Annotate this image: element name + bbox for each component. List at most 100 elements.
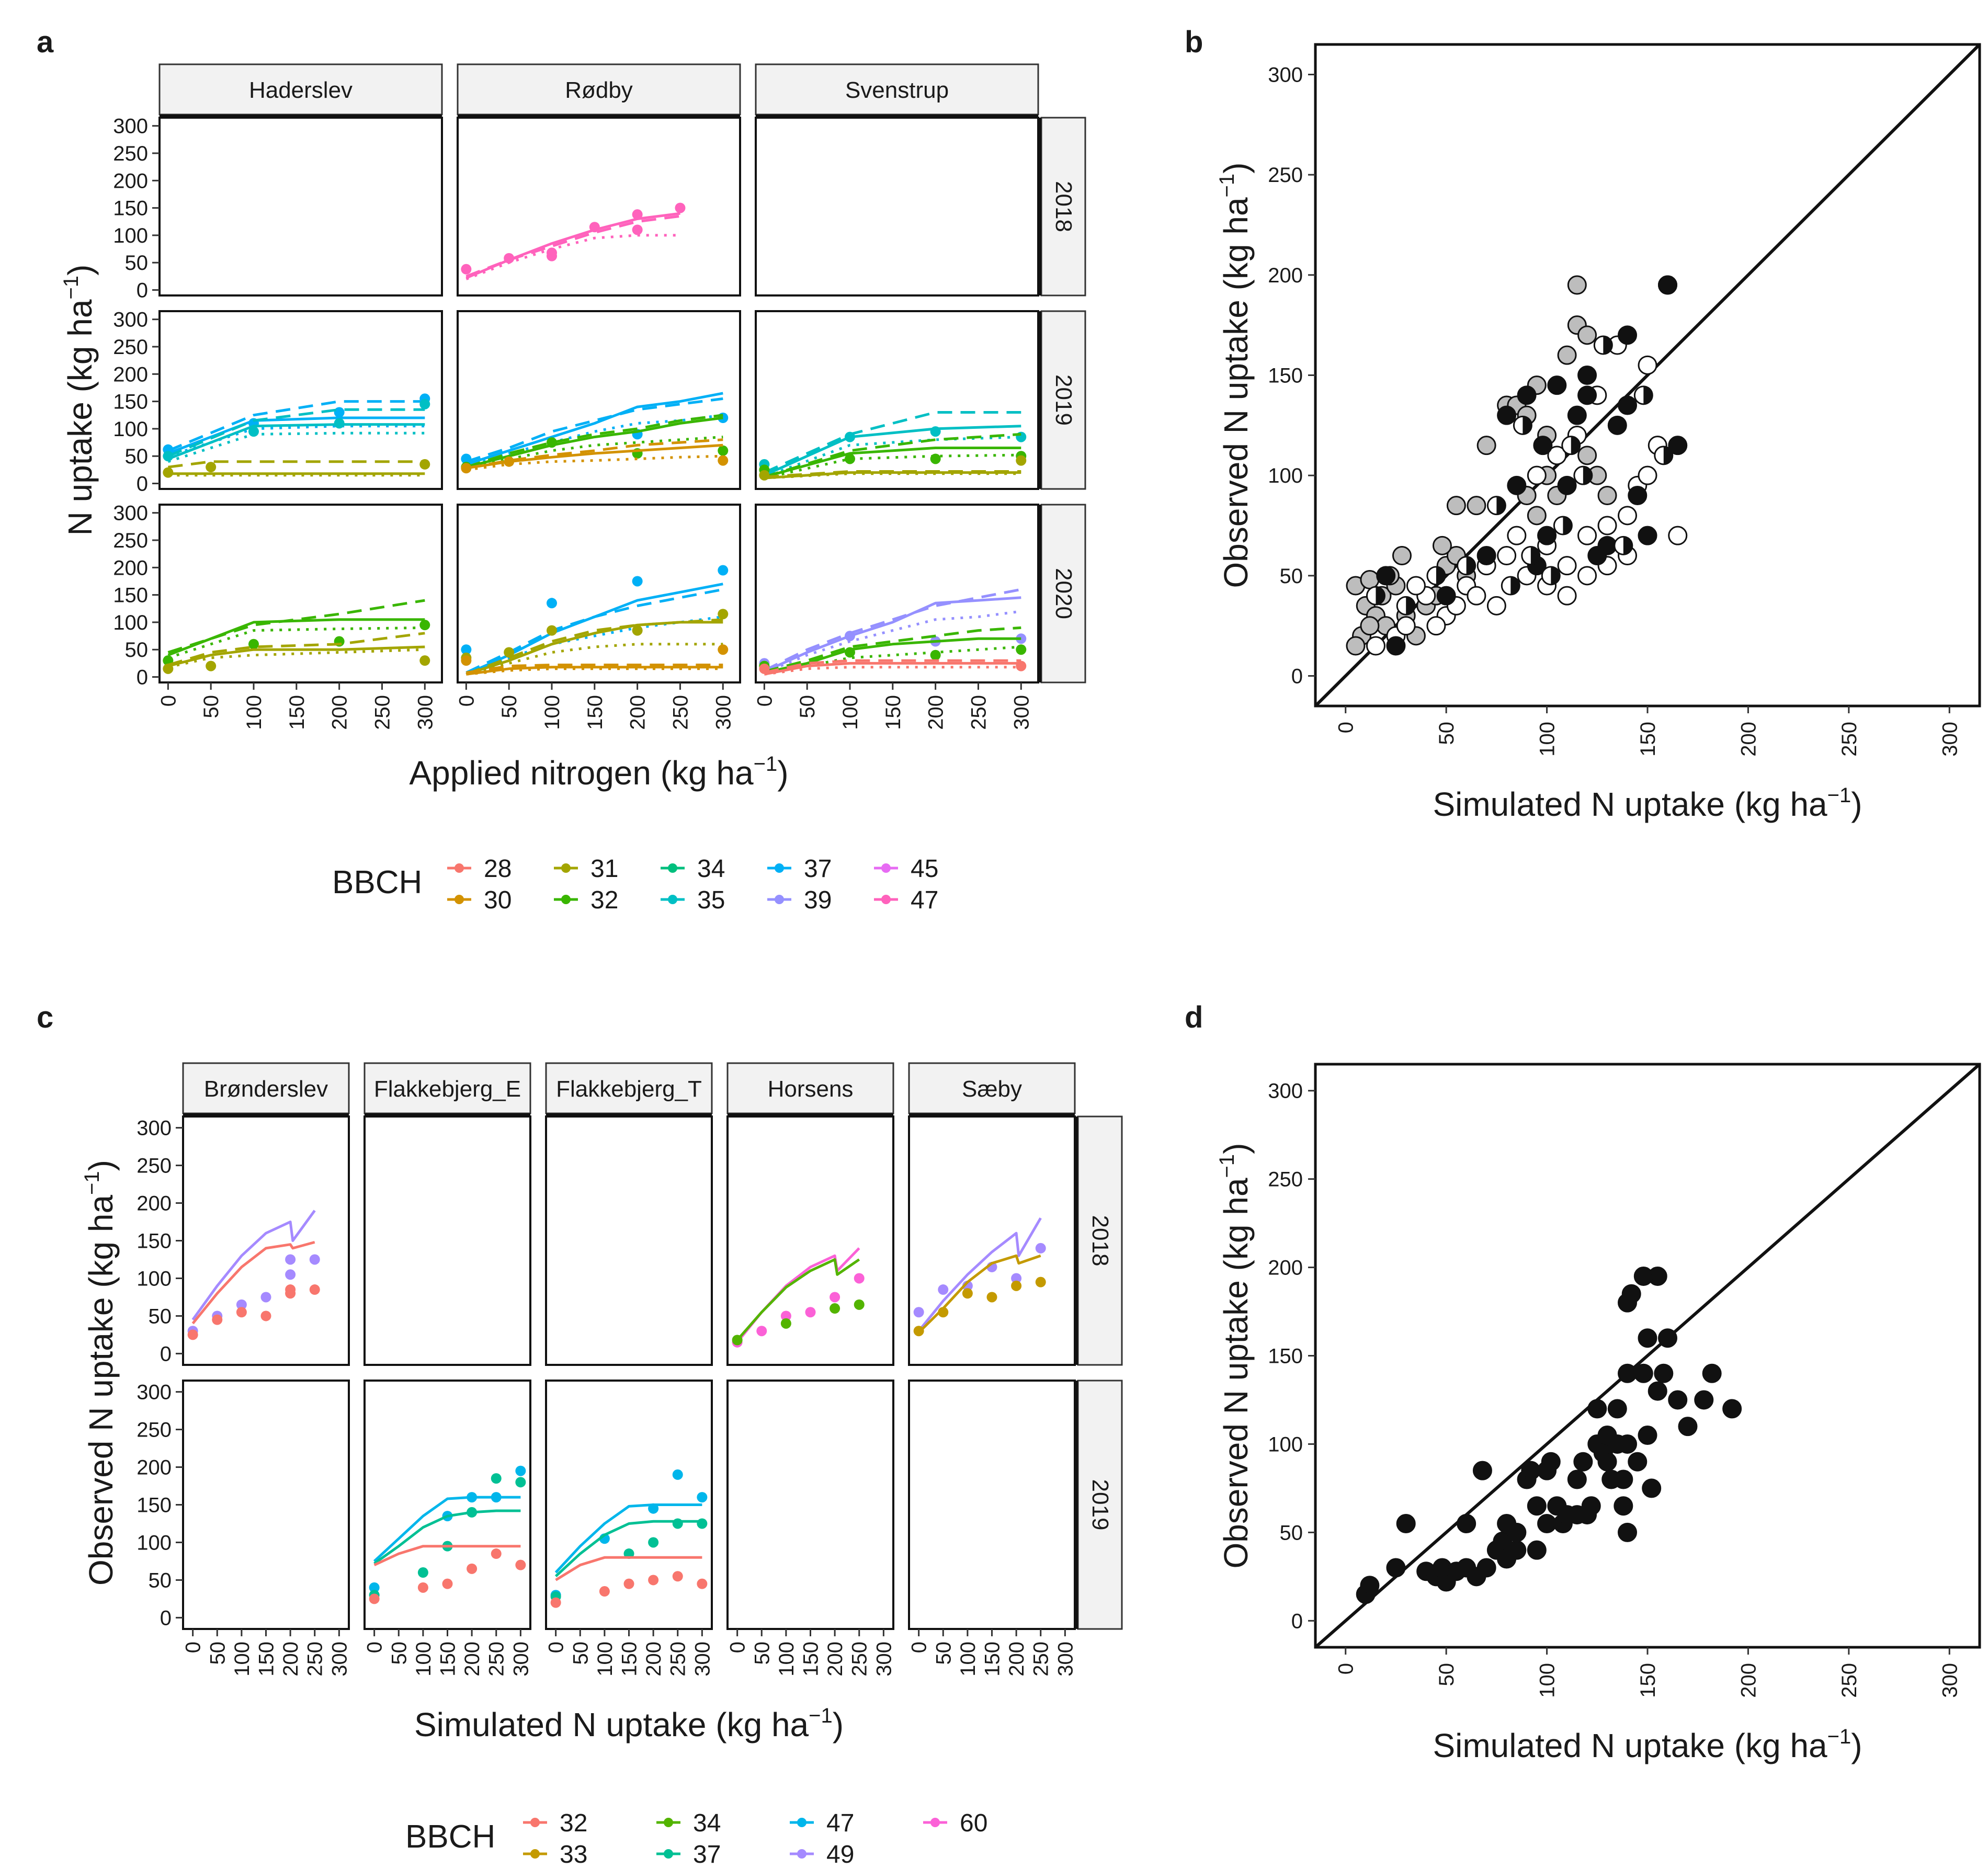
x-tick-label: 50 <box>206 1642 229 1665</box>
data-point <box>1597 1452 1617 1472</box>
y-tick-label: 150 <box>113 584 148 607</box>
facet-panel <box>726 1115 894 1366</box>
data-point <box>913 1307 924 1318</box>
facet-strip-label: Haderslev <box>249 77 353 103</box>
data-point <box>845 431 855 442</box>
data-point <box>780 1310 791 1321</box>
y-tick-label: 200 <box>1268 264 1303 287</box>
data-point <box>732 1335 743 1346</box>
data-point-half <box>1563 517 1572 534</box>
data-point-half <box>1510 577 1520 595</box>
facet-strip-label: Sæby <box>962 1076 1022 1102</box>
data-point <box>805 1307 816 1318</box>
data-point <box>1577 446 1597 465</box>
x-tick-label: 250 <box>371 695 394 730</box>
series-line-dashed <box>465 438 723 470</box>
data-point <box>1016 660 1027 671</box>
data-point-half <box>1603 336 1612 354</box>
panel-d: 0 50 100 150 200 250 300 0 50 100 150 200 250 300 Simu… <box>1185 1000 1981 1764</box>
data-point <box>1521 1461 1541 1480</box>
data-point <box>1392 546 1412 565</box>
legend-label: 49 <box>826 1841 854 1868</box>
y-tick-label: 250 <box>1268 1168 1303 1191</box>
data-point <box>1432 535 1452 555</box>
x-tick-label: 200 <box>1737 1663 1760 1698</box>
y-tick-label: 300 <box>113 309 148 332</box>
legend-key-point <box>561 895 571 904</box>
data-point <box>515 1465 526 1476</box>
data-point <box>547 598 557 609</box>
data-point <box>1577 366 1597 385</box>
data-point <box>163 451 174 462</box>
data-point <box>1638 465 1657 485</box>
data-point <box>1537 1513 1557 1533</box>
y-tick-label: 150 <box>137 1494 172 1517</box>
data-point <box>1467 496 1486 516</box>
x-axis-title-exponent: −1 <box>754 753 778 776</box>
y-tick-label: 0 <box>137 279 148 302</box>
data-point <box>1446 496 1466 516</box>
x-tick-label: 200 <box>279 1642 302 1677</box>
data-point <box>1497 405 1517 425</box>
facet-panel <box>158 117 443 297</box>
x-tick-label: 200 <box>925 695 948 730</box>
facet-strip-rule <box>1038 118 1041 295</box>
legend-label: 34 <box>693 1809 721 1837</box>
data-point <box>780 1318 791 1329</box>
facet-strip-label: 2019 <box>1051 374 1076 426</box>
facet-strip-label: 2018 <box>1087 1215 1113 1267</box>
data-point <box>1628 486 1648 505</box>
data-point <box>1527 1496 1547 1516</box>
facet-panel <box>545 1115 713 1366</box>
data-point <box>1587 1399 1607 1419</box>
data-point <box>1618 395 1638 415</box>
x-tick-label: 250 <box>667 1642 690 1677</box>
data-point <box>697 1492 708 1503</box>
legend-label: 31 <box>590 855 618 883</box>
legend-label: 32 <box>560 1809 587 1837</box>
data-point <box>648 1575 659 1586</box>
series-line-solid <box>555 1556 702 1581</box>
legend-key-point <box>530 1849 540 1859</box>
series-line-solid <box>191 1240 315 1325</box>
y-tick-label: 250 <box>1268 164 1303 187</box>
data-point <box>1541 1452 1561 1472</box>
y-tick-label: 200 <box>1268 1257 1303 1280</box>
y-tick-label: 50 <box>125 445 149 468</box>
data-point <box>491 1548 502 1559</box>
y-axis-title-close: ) <box>61 265 99 276</box>
data-point <box>550 1597 561 1608</box>
data-point <box>1638 355 1657 375</box>
y-tick-label: 300 <box>1268 64 1303 87</box>
data-point <box>285 1269 296 1280</box>
y-tick-label: 50 <box>125 252 149 275</box>
legend-key-point <box>530 1818 540 1827</box>
facet-strip-rule <box>728 1113 893 1116</box>
x-tick-label: 300 <box>1054 1642 1077 1677</box>
x-tick-label: 150 <box>882 695 905 730</box>
data-point <box>623 1578 634 1589</box>
data-point <box>461 644 472 655</box>
data-point <box>1533 436 1553 455</box>
data-point <box>1035 1243 1046 1253</box>
data-point-half <box>1523 416 1532 435</box>
data-point <box>1035 1277 1046 1287</box>
data-point <box>206 462 217 473</box>
data-point <box>1476 546 1496 565</box>
series-line-dotted <box>764 436 1021 478</box>
data-point <box>1597 516 1617 535</box>
data-point <box>248 639 259 649</box>
series-line-dashed <box>465 214 680 278</box>
facet-panel <box>363 1380 531 1630</box>
data-point <box>589 222 600 233</box>
x-axis-title: Simulated N uptake (kg ha−1) <box>414 1704 844 1743</box>
facet-strip-row <box>1077 1380 1123 1630</box>
facet-strip-col <box>363 1062 531 1114</box>
x-tick-label: 50 <box>388 1642 411 1665</box>
x-tick-label: 300 <box>1938 722 1961 757</box>
data-point <box>1557 475 1577 495</box>
legend-key-point <box>455 863 464 873</box>
legend-label: 60 <box>960 1809 987 1837</box>
series-line-solid <box>465 212 680 279</box>
